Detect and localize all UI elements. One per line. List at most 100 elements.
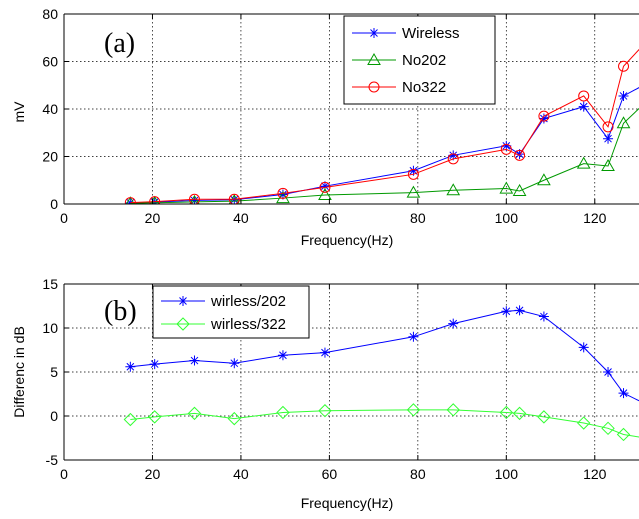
panel-b-y-tick-label-10: 10: [42, 320, 58, 336]
panel-a-x-tick-label-60: 60: [322, 210, 338, 226]
panel-a-series: [124, 48, 639, 204]
panel-a-data-point-no202-2: [189, 194, 200, 204]
panel-a-data-point-no322-8: [500, 143, 512, 155]
panel-b-data-point-wirless-202-13: [618, 388, 629, 399]
panel-a-data-point-no202-5: [318, 187, 332, 200]
panel-b-data-point-wirless-322-8: [499, 405, 514, 420]
panel-b-data-point-wirless-202-8: [501, 306, 512, 317]
panel-b-legend-label-wirless-202: wirless/202: [210, 293, 286, 310]
panel-b-data-point-wirless-202-6: [408, 331, 419, 342]
panel-b-data-point-wirless-202-1: [149, 359, 160, 370]
panel-b-data-point-wirless-322-3: [227, 411, 241, 426]
panel-a-data-point-no322-12: [602, 121, 614, 133]
panel-a-data-point-no202-9: [512, 183, 527, 196]
panel-a-data-point-wireless-8: [501, 140, 512, 151]
panel-b-data-point-wirless-322-11: [577, 416, 591, 430]
panel-b-data-point-wirless-202-12: [603, 367, 614, 377]
panel-a-data-point-no202-6: [406, 185, 421, 198]
panel-a-data-point-no322-2: [188, 193, 200, 204]
panel-a-axes: [63, 13, 639, 205]
panel-a-data-point-no322-9: [514, 149, 526, 161]
panel-a-data-point-no322-4: [277, 187, 289, 199]
panel-b-y-tick-label-5: 5: [50, 364, 58, 380]
panel-a-data-point-wireless-10: [538, 113, 549, 124]
panel-a-data-point-no322-10: [538, 110, 550, 122]
panel-a-data-point-no322-11: [578, 90, 590, 102]
panel-a-data-point-wireless-6: [408, 165, 419, 176]
panel-a-x-tick-label-120: 120: [583, 210, 607, 226]
panel-b-data-point-wirless-202-10: [538, 311, 549, 322]
panel-b-data-point-wirless-202-5: [319, 347, 330, 358]
panel-a-legend-label-wireless: Wireless: [402, 25, 460, 42]
panel-b-data-point-wirless-322-6: [406, 403, 421, 417]
panel-a-data-point-no202-11: [576, 156, 591, 169]
panel-b-data-point-wirless-322-0: [123, 412, 138, 427]
panel-b-y-tick-label-0: 0: [50, 408, 58, 424]
panel-a-data-point-wireless-11: [578, 101, 589, 112]
panel-a-data-point-no322-6: [407, 168, 419, 180]
panel-b-data-point-wirless-322-4: [276, 405, 290, 420]
panel-a-data-point-wireless-5: [319, 181, 330, 192]
panel-b-data-point-wirless-322-9: [512, 406, 527, 421]
panel-a-data-point-wireless-12: [603, 133, 614, 144]
panel-a-legend: Wireless No202 No322: [343, 15, 496, 105]
panel-b-data-point-wirless-202-9: [514, 305, 525, 316]
panel-b-data-point-wirless-322-10: [537, 410, 551, 424]
panel-a-data-point-no202-3: [228, 194, 240, 204]
panel-a-x-tick-label-100: 100: [495, 210, 519, 226]
panel-a-y-tick-label-0: 0: [50, 196, 58, 212]
panel-a-data-point-no322-5: [319, 181, 331, 193]
panel-a-label: (a): [104, 28, 135, 59]
panel-a-data-point-no322-3: [228, 193, 240, 204]
panel-b-x-tick-label-0: 0: [60, 466, 68, 482]
panel-a-legend-marker-no322: [368, 81, 380, 93]
panel-a-series-line-no322: [130, 48, 639, 204]
panel-a-data-point-wireless-9: [514, 149, 525, 160]
panel-a-chart: 0 20 40 60 80 100 120 0 20 40 60 80 Frequency(Hz) m…: [11, 6, 639, 248]
panel-a-x-tick-label-20: 20: [145, 210, 161, 226]
panel-a-data-point-no202-7: [446, 183, 461, 196]
panel-a-data-point-no202-12: [601, 158, 615, 171]
panel-a-data-point-wireless-7: [448, 150, 459, 161]
panel-b-data-point-wirless-322-12: [601, 421, 615, 436]
panel-b-x-tick-label-20: 20: [145, 466, 161, 482]
panel-b-data-point-wirless-202-3: [229, 358, 240, 369]
panel-a-series-line-no202: [130, 107, 639, 204]
panel-a-x-tick-label-80: 80: [410, 210, 426, 226]
panel-a-data-point-wireless-2: [189, 195, 200, 204]
panel-b-x-tick-label-100: 100: [495, 466, 519, 482]
panel-b-data-point-wirless-322-7: [446, 403, 460, 417]
panel-b-data-point-wirless-202-7: [448, 318, 459, 329]
panel-b-data-point-wirless-202-11: [578, 342, 589, 353]
panel-a-x-axis-label: Frequency(Hz): [301, 232, 394, 248]
panel-a-y-tick-label-60: 60: [42, 54, 58, 70]
panel-a-data-point-wireless-13: [618, 90, 629, 101]
panel-a-y-tick-label-20: 20: [42, 149, 58, 165]
panel-a-legend-label-no322: No322: [402, 79, 446, 96]
panel-b-x-tick-label-80: 80: [410, 466, 426, 482]
panel-b-data-point-wirless-322-13: [616, 427, 631, 442]
panel-b-y-tick-label-5: -5: [46, 452, 59, 468]
panel-a-data-point-no322-13: [618, 60, 630, 72]
panel-a-y-axis-label: mV: [11, 101, 27, 123]
panel-a-legend-label-no202: No202: [402, 52, 446, 69]
panel-a-data-point-wireless-4: [277, 189, 288, 200]
panel-a-x-tick-label-0: 0: [60, 210, 68, 226]
panel-b-x-tick-label-60: 60: [322, 466, 338, 482]
panel-a-data-point-no202-13: [616, 116, 631, 129]
panel-a-data-point-no202-8: [499, 181, 514, 194]
panel-a-data-point-no202-10: [537, 173, 551, 186]
panel-a-data-point-no322-1: [149, 196, 161, 204]
panel-a-data-point-no322-7: [447, 153, 459, 165]
panel-b-series-line-wirless-322: [130, 409, 639, 438]
panel-b-data-point-wirless-202-2: [189, 355, 200, 366]
panel-b-data-point-wirless-202-0: [125, 361, 136, 372]
panel-b-y-axis-label: Differenc in dB: [11, 326, 27, 418]
panel-b-data-point-wirless-322-2: [187, 406, 202, 421]
panel-b-label: (b): [104, 296, 137, 327]
panel-b-y-tick-label-15: 15: [42, 276, 58, 292]
panel-b-data-point-wirless-322-5: [318, 404, 332, 418]
